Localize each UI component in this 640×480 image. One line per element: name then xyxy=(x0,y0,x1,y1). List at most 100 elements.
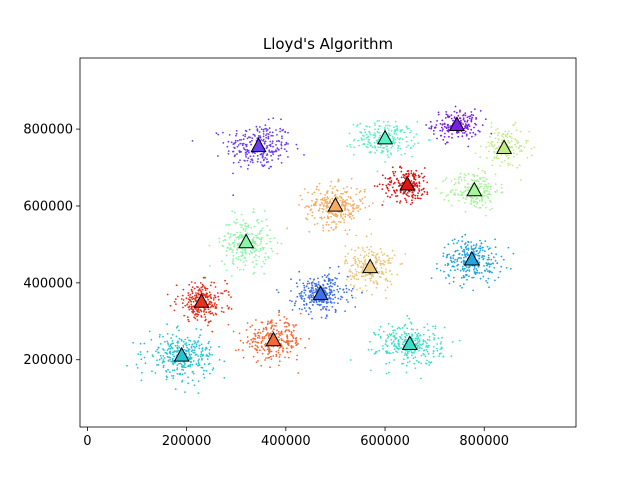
data-point xyxy=(244,248,247,251)
data-point xyxy=(396,125,398,127)
data-point xyxy=(208,265,211,267)
data-point xyxy=(251,151,254,154)
data-point xyxy=(434,327,437,330)
data-point xyxy=(387,352,390,354)
data-point xyxy=(402,191,405,194)
data-point xyxy=(281,129,283,132)
data-point xyxy=(275,149,277,152)
data-point xyxy=(424,355,427,358)
data-point xyxy=(191,292,194,295)
data-point xyxy=(475,253,477,256)
data-point xyxy=(433,133,435,135)
data-point xyxy=(463,276,466,279)
data-point xyxy=(323,279,326,282)
data-point xyxy=(254,335,257,337)
data-point xyxy=(193,345,195,348)
data-point xyxy=(418,346,421,349)
data-point xyxy=(277,291,280,294)
data-point xyxy=(370,348,373,351)
data-point xyxy=(394,181,396,184)
data-point xyxy=(405,193,408,196)
data-point xyxy=(340,214,342,217)
data-point xyxy=(466,254,469,257)
data-point xyxy=(266,332,269,334)
data-point xyxy=(398,141,401,144)
data-point xyxy=(200,351,203,353)
data-point xyxy=(322,208,325,211)
data-point xyxy=(188,305,191,308)
data-point xyxy=(188,343,191,346)
data-point xyxy=(321,203,324,205)
data-point xyxy=(242,142,245,145)
data-point xyxy=(415,133,418,136)
data-point xyxy=(239,223,242,226)
data-point xyxy=(271,325,273,328)
data-point xyxy=(260,128,263,131)
data-point xyxy=(423,326,426,329)
data-point xyxy=(461,254,464,256)
data-point xyxy=(292,329,295,332)
data-point xyxy=(388,361,391,364)
data-point xyxy=(167,342,169,345)
data-point xyxy=(479,185,482,188)
data-point xyxy=(347,252,349,255)
data-point xyxy=(483,265,485,267)
data-point xyxy=(389,178,391,180)
data-point xyxy=(308,307,311,309)
data-point xyxy=(265,134,267,137)
data-point xyxy=(294,337,297,340)
data-point xyxy=(378,183,381,186)
data-point xyxy=(328,285,331,288)
data-point xyxy=(307,213,309,216)
data-point xyxy=(278,339,280,341)
data-point xyxy=(136,367,139,369)
data-point xyxy=(487,193,490,196)
data-point xyxy=(411,352,414,354)
data-point xyxy=(266,154,268,157)
data-point xyxy=(235,132,238,135)
data-point xyxy=(299,194,302,197)
data-point xyxy=(353,286,355,288)
data-point xyxy=(173,309,176,312)
data-point xyxy=(280,141,283,144)
data-point xyxy=(357,257,359,260)
data-point xyxy=(252,337,255,340)
data-point xyxy=(186,336,189,339)
data-point xyxy=(464,242,467,244)
data-point xyxy=(457,178,460,181)
points-layer xyxy=(126,105,536,394)
data-point xyxy=(421,193,424,196)
data-point xyxy=(229,235,232,238)
data-point xyxy=(433,337,436,339)
data-point xyxy=(414,337,417,340)
data-point xyxy=(426,338,429,341)
data-point xyxy=(364,196,366,199)
data-point xyxy=(251,324,254,327)
data-point xyxy=(222,142,225,144)
data-point xyxy=(310,282,313,285)
data-point xyxy=(280,242,283,245)
data-point xyxy=(269,237,271,240)
data-point xyxy=(330,302,333,304)
data-point xyxy=(276,140,278,143)
data-point xyxy=(445,113,448,116)
data-point xyxy=(245,228,247,230)
data-point xyxy=(313,301,315,304)
data-point xyxy=(472,289,474,292)
data-point xyxy=(489,193,492,196)
data-point xyxy=(140,358,143,361)
data-point xyxy=(464,210,467,213)
data-point xyxy=(475,118,477,120)
data-point xyxy=(350,264,353,267)
data-point xyxy=(412,351,415,354)
data-point xyxy=(285,150,288,153)
data-point xyxy=(198,347,201,350)
data-point xyxy=(486,245,489,248)
data-point xyxy=(443,326,446,329)
data-point xyxy=(256,336,259,339)
data-point xyxy=(427,344,430,347)
data-point xyxy=(423,175,426,178)
data-point xyxy=(251,345,254,348)
data-point xyxy=(458,176,460,179)
data-point xyxy=(166,333,169,335)
